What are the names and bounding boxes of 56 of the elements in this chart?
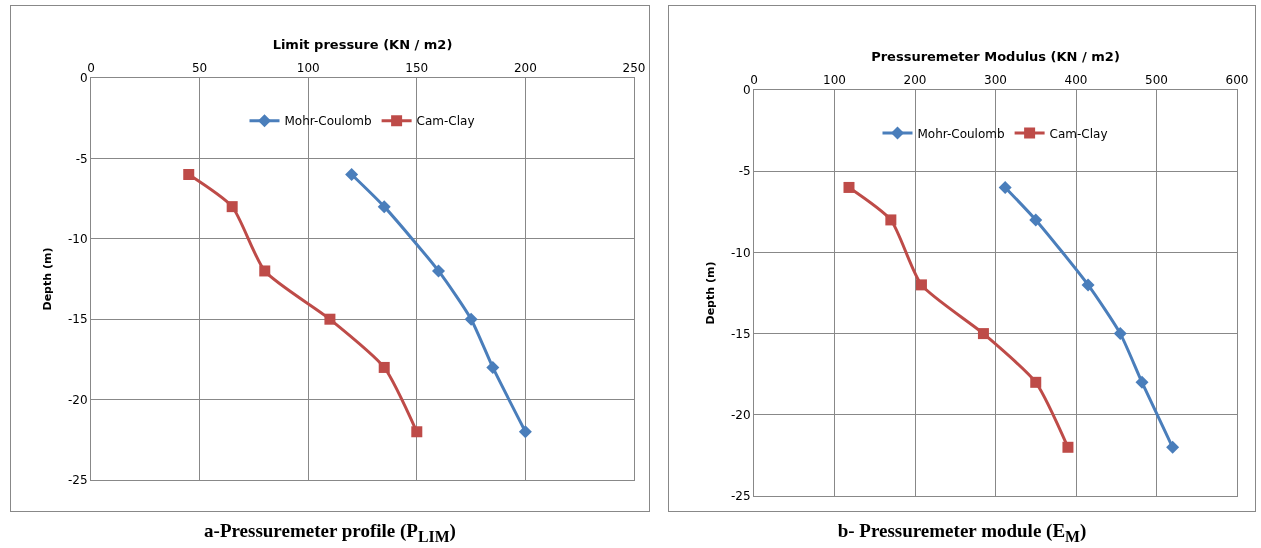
x-tick-label: 50 — [191, 61, 208, 76]
legend-label: Mohr-Coulomb — [284, 114, 372, 129]
y-tick-label: -25 — [730, 489, 751, 504]
y-tick-label: -10 — [730, 245, 751, 260]
y-tick-label: -10 — [67, 232, 88, 246]
point — [885, 214, 897, 226]
point — [324, 313, 336, 325]
point — [1081, 278, 1095, 292]
point — [1030, 376, 1042, 388]
legend-label: Mohr-Coulomb — [917, 126, 1005, 141]
point — [915, 279, 927, 291]
x-tick-label: 200 — [513, 61, 537, 76]
point — [486, 360, 500, 374]
point — [259, 265, 271, 277]
y-tick-label: -25 — [67, 473, 88, 488]
point — [1166, 440, 1180, 454]
legend-label: Cam-Clay — [416, 114, 475, 129]
x-tick-label: 100 — [823, 73, 846, 88]
y-tick-label: -20 — [67, 392, 88, 407]
y-tick-label: -15 — [730, 326, 751, 341]
point — [1135, 375, 1149, 389]
point — [432, 264, 446, 278]
y-tick-label: 0 — [742, 83, 751, 98]
x-axis-title: Limit pressure (KN / m2) — [272, 37, 453, 53]
point — [518, 425, 532, 439]
y-tick-label: -5 — [75, 151, 88, 166]
x-tick-label: 500 — [1145, 73, 1168, 88]
y-tick-label: -15 — [67, 312, 88, 327]
point — [977, 328, 989, 340]
y-tick-label: -5 — [738, 164, 751, 179]
x-tick-label: 100 — [296, 61, 320, 76]
legend-label: Cam-Clay — [1049, 126, 1108, 141]
point — [464, 312, 478, 326]
text: a-Pressuremeter profile (P$_{LIM}$) — [203, 520, 457, 546]
point — [1113, 327, 1127, 341]
x-tick-label: 300 — [984, 73, 1007, 88]
x-axis-title: Pressuremeter Modulus (KN / m2) — [871, 49, 1120, 65]
point — [1062, 441, 1074, 453]
point — [226, 201, 238, 213]
x-tick-label: 600 — [1225, 73, 1249, 88]
point — [183, 168, 195, 180]
x-tick-label: 200 — [903, 73, 927, 88]
point — [345, 167, 359, 181]
x-tick-label: 150 — [405, 61, 429, 76]
y-axis-title: Depth (m) — [40, 247, 54, 311]
x-tick-label: 400 — [1064, 73, 1088, 88]
y-axis-title: Depth (m) — [703, 261, 717, 325]
x-tick-label: 250 — [622, 61, 646, 76]
point — [1029, 213, 1043, 227]
point — [378, 361, 390, 373]
text: b- Pressuremeter module (E$_{M}$) — [836, 520, 1088, 546]
point — [377, 200, 391, 214]
point — [411, 426, 423, 438]
y-tick-label: -20 — [730, 408, 751, 422]
point — [843, 181, 855, 193]
point — [998, 180, 1012, 194]
